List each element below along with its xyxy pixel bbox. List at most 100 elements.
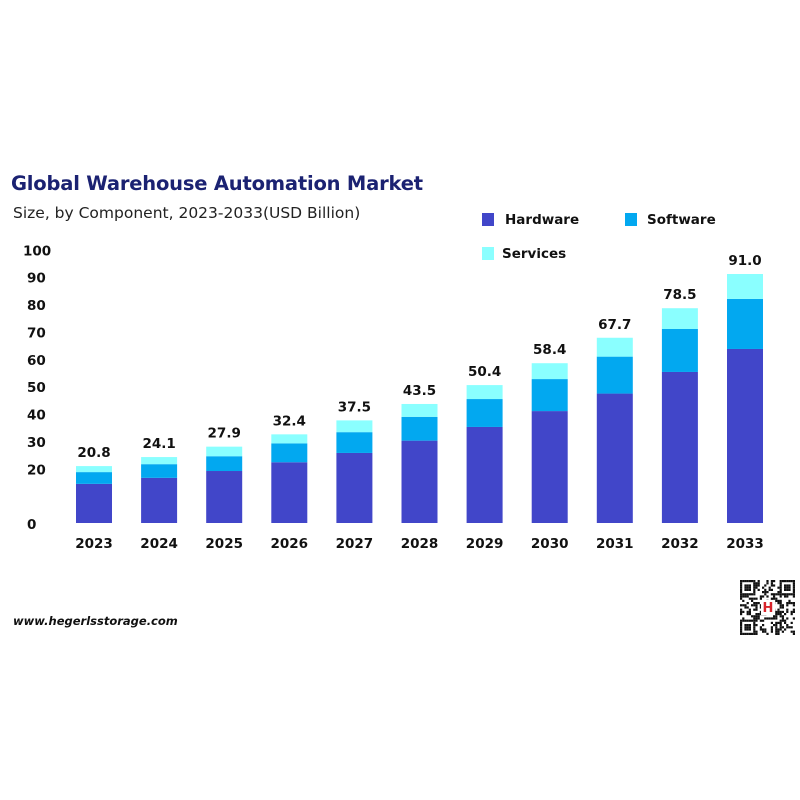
qr-module — [746, 586, 749, 589]
qr-module — [770, 593, 773, 596]
qr-module — [779, 593, 782, 596]
qr-module — [748, 626, 751, 629]
qr-module — [746, 593, 749, 596]
qr-module — [755, 624, 758, 627]
qr-module — [746, 595, 749, 598]
qr-module — [746, 619, 749, 622]
qr-module — [779, 580, 782, 583]
chart-title: Global Warehouse Automation Market — [11, 172, 423, 195]
x-tick-label: 2030 — [531, 536, 569, 552]
qr-module — [764, 630, 767, 633]
qr-module — [740, 610, 743, 613]
bar-hardware-2025 — [206, 471, 243, 523]
qr-module — [784, 580, 787, 583]
qr-module — [781, 610, 784, 613]
qr-module — [784, 588, 787, 591]
qr-module — [770, 621, 773, 624]
qr-module — [784, 586, 787, 589]
data-label-total: 58.4 — [533, 342, 566, 358]
qr-module — [740, 624, 743, 627]
y-tick-label: 100 — [23, 243, 51, 259]
qr-module — [792, 617, 795, 620]
qr-module — [779, 610, 782, 613]
qr-module — [762, 628, 765, 631]
qr-module — [786, 580, 789, 583]
qr-module — [751, 632, 754, 635]
qr-module — [777, 599, 780, 602]
qr-module — [766, 595, 769, 598]
qr-module — [762, 591, 765, 594]
qr-module — [755, 602, 758, 605]
qr-module — [790, 602, 793, 605]
qr-module — [744, 595, 747, 598]
qr-module — [788, 584, 791, 587]
qr-module — [777, 593, 780, 596]
data-label-total: 78.5 — [663, 287, 696, 303]
bar-services-2033 — [727, 274, 763, 299]
qr-module — [755, 630, 758, 633]
qr-module — [755, 608, 758, 611]
qr-module — [792, 586, 795, 589]
qr-module — [775, 597, 778, 600]
qr-module — [746, 628, 749, 631]
qr-module — [792, 595, 795, 598]
qr-module — [744, 580, 747, 583]
x-tick-label: 2023 — [75, 536, 113, 552]
qr-module — [748, 613, 751, 616]
bar-services-2023 — [76, 466, 112, 473]
qr-module — [762, 586, 765, 589]
qr-module — [740, 584, 743, 587]
qr-module — [790, 613, 793, 616]
legend: Hardware Software Services — [482, 212, 716, 262]
qr-module — [759, 610, 762, 613]
qr-module — [775, 624, 778, 627]
qr-module — [781, 606, 784, 609]
qr-module — [777, 630, 780, 633]
qr-module — [755, 615, 758, 618]
y-tick-label: 50 — [27, 380, 46, 396]
qr-module — [788, 602, 791, 605]
qr-module — [764, 593, 767, 596]
qr-module — [773, 615, 776, 618]
qr-module — [757, 602, 760, 605]
qr-module — [786, 604, 789, 607]
bar-services-2032 — [661, 308, 698, 329]
legend-swatch-hardware — [482, 213, 494, 226]
qr-module — [744, 604, 747, 607]
qr-module — [744, 624, 747, 627]
y-tick-label: 60 — [27, 353, 46, 369]
x-tick-label: 2025 — [205, 536, 243, 552]
qr-module — [792, 593, 795, 596]
qr-module — [740, 630, 743, 633]
x-tick-label: 2026 — [271, 536, 309, 552]
qr-module — [740, 613, 743, 616]
qr-module — [757, 584, 760, 587]
qr-module — [744, 584, 747, 587]
qr-module — [779, 615, 782, 618]
bar-hardware-2024 — [141, 477, 178, 523]
qr-module — [746, 580, 749, 583]
qr-module — [759, 597, 762, 600]
qr-module — [770, 626, 773, 629]
qr-module — [781, 617, 784, 620]
qr-module — [748, 597, 751, 600]
qr-module — [740, 619, 743, 622]
qr-logo-bg — [761, 600, 775, 615]
qr-module — [781, 604, 784, 607]
website-link[interactable]: www.hegerlsstorage.com — [13, 614, 178, 628]
qr-module — [777, 628, 780, 631]
qr-module — [792, 608, 795, 611]
qr-module — [755, 606, 758, 609]
qr-module — [786, 584, 789, 587]
qr-module — [746, 602, 749, 605]
qr-module — [748, 588, 751, 591]
qr-module — [792, 584, 795, 587]
qr-module — [770, 597, 773, 600]
qr-module — [759, 613, 762, 616]
bar-software-2027 — [336, 432, 373, 453]
qr-module — [748, 593, 751, 596]
qr-module — [755, 632, 758, 635]
bar-services-2028 — [401, 403, 438, 417]
qr-module — [742, 595, 745, 598]
qr-module — [775, 626, 778, 629]
